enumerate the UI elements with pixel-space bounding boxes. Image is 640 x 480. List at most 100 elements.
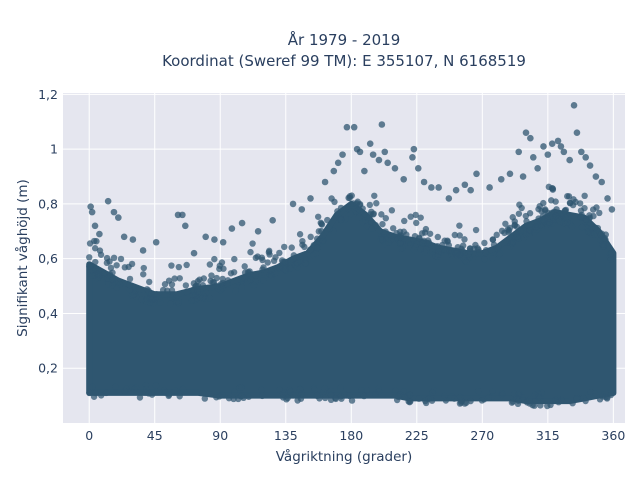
fringe-point — [422, 399, 430, 407]
fringe-point — [424, 240, 431, 247]
outlier-point — [519, 173, 527, 180]
outlier-point — [120, 233, 128, 241]
fringe-point — [225, 394, 233, 402]
fringe-point — [146, 278, 153, 286]
outlier-point — [254, 227, 262, 235]
fringe-point — [294, 397, 301, 404]
fringe-point — [466, 245, 474, 252]
fringe-point — [463, 399, 470, 406]
fringe-point — [179, 385, 187, 393]
fringe-point — [368, 225, 375, 232]
fringe-point — [113, 262, 120, 269]
fringe-point — [434, 233, 442, 241]
fringe-point — [381, 240, 389, 248]
fringe-point — [469, 254, 477, 262]
fringe-point — [295, 389, 303, 396]
fringe-point — [310, 252, 317, 259]
fringe-point — [544, 402, 551, 410]
fringe-point — [388, 207, 396, 214]
outlier-point — [548, 140, 556, 147]
fringe-point — [206, 261, 214, 268]
fringe-point — [259, 256, 266, 264]
fringe-point — [457, 397, 465, 404]
fringe-point — [489, 388, 496, 395]
fringe-point — [366, 201, 374, 209]
fringe-point — [307, 246, 314, 253]
outlier-point — [604, 195, 611, 202]
fringe-point — [86, 263, 93, 270]
fringe-point — [523, 218, 530, 225]
fringe-point — [337, 216, 345, 224]
fringe-point — [284, 394, 291, 402]
fringe-point — [121, 264, 129, 271]
fringe-point — [428, 397, 436, 404]
fringe-point — [214, 285, 222, 293]
fringe-point — [207, 277, 214, 285]
fringe-point — [534, 390, 542, 397]
y-tick-label: 1 — [50, 142, 58, 157]
outlier-point — [445, 195, 453, 202]
fringe-point — [224, 281, 231, 288]
fringe-point — [231, 255, 238, 263]
fringe-point — [164, 287, 171, 294]
fringe-point — [288, 244, 295, 251]
outlier-point — [381, 148, 389, 156]
fringe-point — [405, 239, 412, 246]
data-points — [86, 102, 616, 410]
fringe-point — [397, 240, 404, 247]
fringe-point — [345, 205, 352, 213]
fringe-point — [290, 252, 298, 259]
outlier-point — [428, 184, 435, 191]
fringe-point — [360, 392, 368, 400]
outlier-point — [321, 178, 329, 186]
fringe-point — [375, 385, 382, 393]
fringe-point — [112, 280, 120, 287]
fringe-point — [276, 249, 283, 257]
fringe-point — [488, 247, 496, 254]
fringe-point — [324, 216, 331, 224]
fringe-point — [182, 282, 190, 289]
fringe-point — [482, 249, 489, 257]
fringe-point — [426, 230, 434, 237]
fringe-point — [291, 261, 299, 268]
outlier-point — [592, 173, 600, 180]
outlier-point — [506, 170, 514, 178]
fringe-point — [362, 217, 369, 224]
fringe-point — [498, 390, 506, 397]
fringe-point — [136, 394, 144, 401]
fringe-point — [456, 251, 463, 259]
outlier-point — [598, 178, 606, 186]
fringe-point — [372, 391, 379, 398]
x-tick-label: 45 — [147, 428, 163, 443]
outlier-point — [557, 143, 565, 150]
fringe-point — [395, 393, 402, 401]
chart-title-line1: År 1979 - 2019 — [288, 30, 401, 49]
fringe-point — [126, 275, 134, 283]
fringe-point — [513, 230, 520, 238]
fringe-point — [572, 198, 579, 206]
fringe-point — [152, 382, 160, 389]
outlier-point — [527, 134, 534, 142]
fringe-point — [143, 295, 150, 303]
fringe-point — [211, 255, 218, 263]
fringe-point — [176, 393, 183, 400]
fringe-point — [355, 206, 363, 213]
outlier-point — [339, 151, 346, 158]
fringe-point — [241, 275, 248, 282]
fringe-point — [238, 384, 245, 391]
outlier-point — [289, 200, 297, 208]
outlier-point — [115, 214, 122, 221]
fringe-point — [112, 383, 119, 390]
fringe-point — [548, 197, 555, 204]
outlier-point — [152, 238, 160, 246]
fringe-point — [161, 281, 169, 288]
outlier-point — [330, 167, 338, 175]
fringe-point — [475, 246, 482, 253]
outlier-point — [110, 208, 118, 216]
fringe-point — [549, 220, 556, 227]
outlier-point — [570, 102, 578, 109]
outlier-point — [486, 184, 493, 191]
fringe-point — [456, 222, 463, 229]
fringe-point — [441, 392, 448, 400]
